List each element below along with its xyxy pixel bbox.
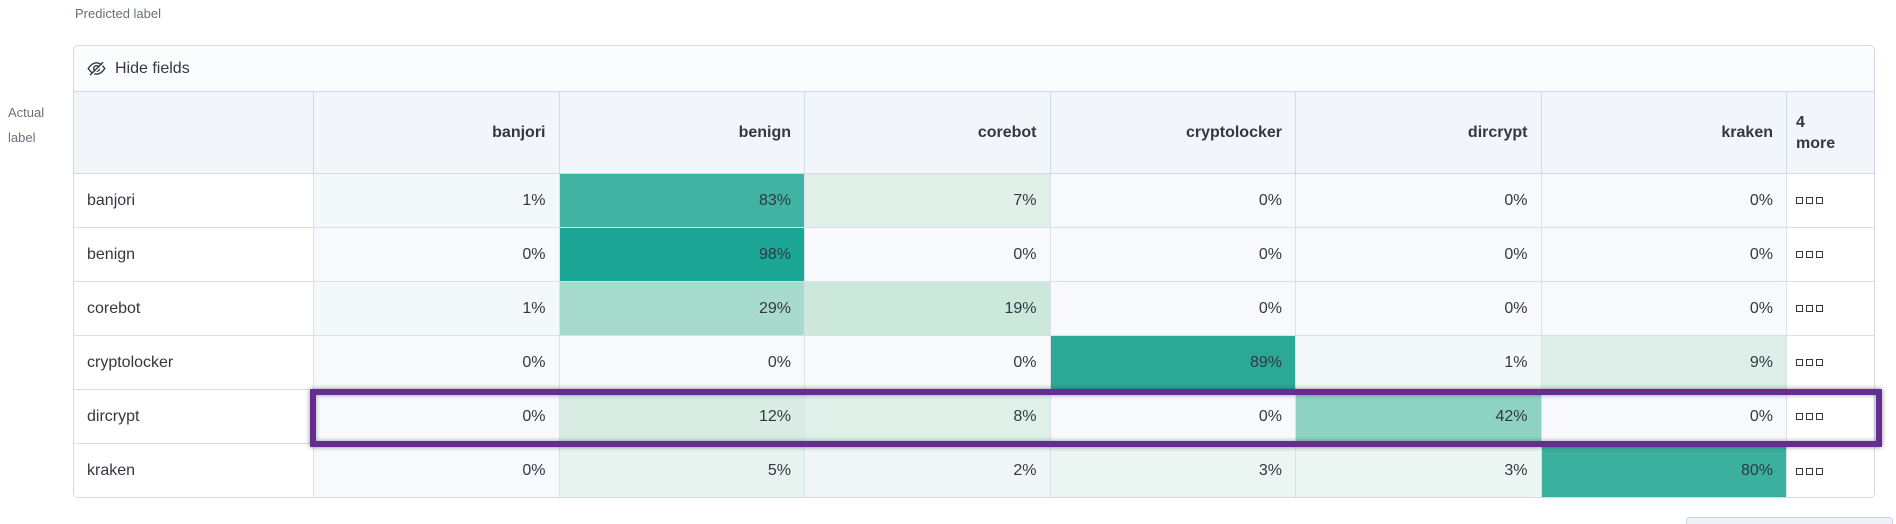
cell-kraken-cryptolocker: 3% bbox=[1050, 444, 1296, 497]
cell-banjori-banjori: 1% bbox=[314, 174, 560, 228]
cell-corebot-benign: 29% bbox=[559, 282, 805, 336]
row-actions-cryptolocker[interactable] bbox=[1787, 336, 1874, 390]
cell-corebot-dircrypt: 0% bbox=[1296, 282, 1542, 336]
cell-corebot-kraken: 0% bbox=[1541, 282, 1787, 336]
more-columns-header[interactable]: 4 more bbox=[1787, 92, 1874, 174]
actual-label-line2: label bbox=[8, 130, 36, 145]
cell-kraken-banjori: 0% bbox=[314, 444, 560, 497]
cell-cryptolocker-kraken: 9% bbox=[1541, 336, 1787, 390]
column-header-dircrypt[interactable]: dircrypt bbox=[1296, 92, 1542, 174]
cell-cryptolocker-cryptolocker: 89% bbox=[1050, 336, 1296, 390]
matrix-row-banjori: banjori 1% 83% 7% 0% 0% 0% bbox=[74, 174, 1874, 228]
matrix-row-cryptolocker: cryptolocker 0% 0% 0% 89% 1% 9% bbox=[74, 336, 1874, 390]
cell-kraken-kraken: 80% bbox=[1541, 444, 1787, 497]
row-label-cryptolocker: cryptolocker bbox=[74, 336, 314, 390]
confusion-matrix-panel: Hide fields banjori benign corebot cryptolo… bbox=[73, 45, 1875, 498]
cell-benign-benign: 98% bbox=[559, 228, 805, 282]
cell-banjori-dircrypt: 0% bbox=[1296, 174, 1542, 228]
more-columns-word: more bbox=[1796, 134, 1836, 152]
header-row: banjori benign corebot cryptolocker dircrypt… bbox=[74, 92, 1874, 174]
matrix-row-kraken: kraken 0% 5% 2% 3% 3% 80% bbox=[74, 444, 1874, 497]
cell-benign-banjori: 0% bbox=[314, 228, 560, 282]
more-columns-count: 4 bbox=[1796, 113, 1805, 131]
row-actions-banjori[interactable] bbox=[1787, 174, 1874, 228]
row-actions-corebot[interactable] bbox=[1787, 282, 1874, 336]
actual-label-axis-title: Actual label bbox=[8, 100, 66, 150]
row-label-banjori: banjori bbox=[74, 174, 314, 228]
boxes-horizontal-icon bbox=[1796, 305, 1823, 312]
cell-cryptolocker-banjori: 0% bbox=[314, 336, 560, 390]
cell-banjori-kraken: 0% bbox=[1541, 174, 1787, 228]
cell-corebot-cryptolocker: 0% bbox=[1050, 282, 1296, 336]
column-header-benign[interactable]: benign bbox=[559, 92, 805, 174]
hide-fields-button[interactable]: Hide fields bbox=[87, 59, 190, 78]
row-actions-dircrypt[interactable] bbox=[1787, 390, 1874, 444]
cell-cryptolocker-dircrypt: 1% bbox=[1296, 336, 1542, 390]
matrix-row-corebot: corebot 1% 29% 19% 0% 0% 0% bbox=[74, 282, 1874, 336]
cell-dircrypt-benign: 12% bbox=[559, 390, 805, 444]
cell-cryptolocker-benign: 0% bbox=[559, 336, 805, 390]
cell-banjori-corebot: 7% bbox=[805, 174, 1051, 228]
cell-kraken-dircrypt: 3% bbox=[1296, 444, 1542, 497]
boxes-horizontal-icon bbox=[1796, 467, 1823, 475]
cell-dircrypt-cryptolocker: 0% bbox=[1050, 390, 1296, 444]
confusion-grid: banjori benign corebot cryptolocker dircrypt… bbox=[74, 92, 1874, 497]
column-header-corebot[interactable]: corebot bbox=[805, 92, 1051, 174]
cell-corebot-corebot: 19% bbox=[805, 282, 1051, 336]
cell-corebot-banjori: 1% bbox=[314, 282, 560, 336]
boxes-horizontal-icon bbox=[1796, 197, 1823, 204]
column-header-kraken[interactable]: kraken bbox=[1541, 92, 1787, 174]
column-header-cryptolocker[interactable]: cryptolocker bbox=[1050, 92, 1296, 174]
hide-fields-label: Hide fields bbox=[115, 59, 190, 77]
row-label-kraken: kraken bbox=[74, 444, 314, 497]
cell-benign-cryptolocker: 0% bbox=[1050, 228, 1296, 282]
cell-dircrypt-corebot: 8% bbox=[805, 390, 1051, 444]
matrix-row-dircrypt: dircrypt 0% 12% 8% 0% 42% 0% bbox=[74, 390, 1874, 444]
column-header-banjori[interactable]: banjori bbox=[314, 92, 560, 174]
predicted-label-axis-title: Predicted label bbox=[75, 6, 161, 21]
actual-label-line1: Actual bbox=[8, 105, 45, 120]
cell-dircrypt-banjori: 0% bbox=[314, 390, 560, 444]
boxes-horizontal-icon bbox=[1796, 251, 1823, 258]
row-actions-kraken[interactable] bbox=[1787, 444, 1874, 497]
grid-toolbar: Hide fields bbox=[74, 46, 1874, 92]
cell-benign-kraken: 0% bbox=[1541, 228, 1787, 282]
row-label-benign: benign bbox=[74, 228, 314, 282]
eye-closed-icon bbox=[87, 59, 106, 78]
cell-banjori-cryptolocker: 0% bbox=[1050, 174, 1296, 228]
cell-benign-corebot: 0% bbox=[805, 228, 1051, 282]
cell-dircrypt-kraken: 0% bbox=[1541, 390, 1787, 444]
cell-dircrypt-dircrypt: 42% bbox=[1296, 390, 1542, 444]
cell-benign-dircrypt: 0% bbox=[1296, 228, 1542, 282]
boxes-horizontal-icon bbox=[1796, 413, 1823, 420]
cell-kraken-corebot: 2% bbox=[805, 444, 1051, 497]
matrix-row-benign: benign 0% 98% 0% 0% 0% 0% bbox=[74, 228, 1874, 282]
boxes-horizontal-icon bbox=[1796, 359, 1823, 366]
row-label-corebot: corebot bbox=[74, 282, 314, 336]
cell-kraken-benign: 5% bbox=[559, 444, 805, 497]
cell-banjori-benign: 83% bbox=[559, 174, 805, 228]
row-actions-benign[interactable] bbox=[1787, 228, 1874, 282]
horizontal-scrollbar[interactable] bbox=[1686, 517, 1893, 524]
row-label-dircrypt: dircrypt bbox=[74, 390, 314, 444]
header-corner-cell bbox=[74, 92, 314, 174]
cell-cryptolocker-corebot: 0% bbox=[805, 336, 1051, 390]
